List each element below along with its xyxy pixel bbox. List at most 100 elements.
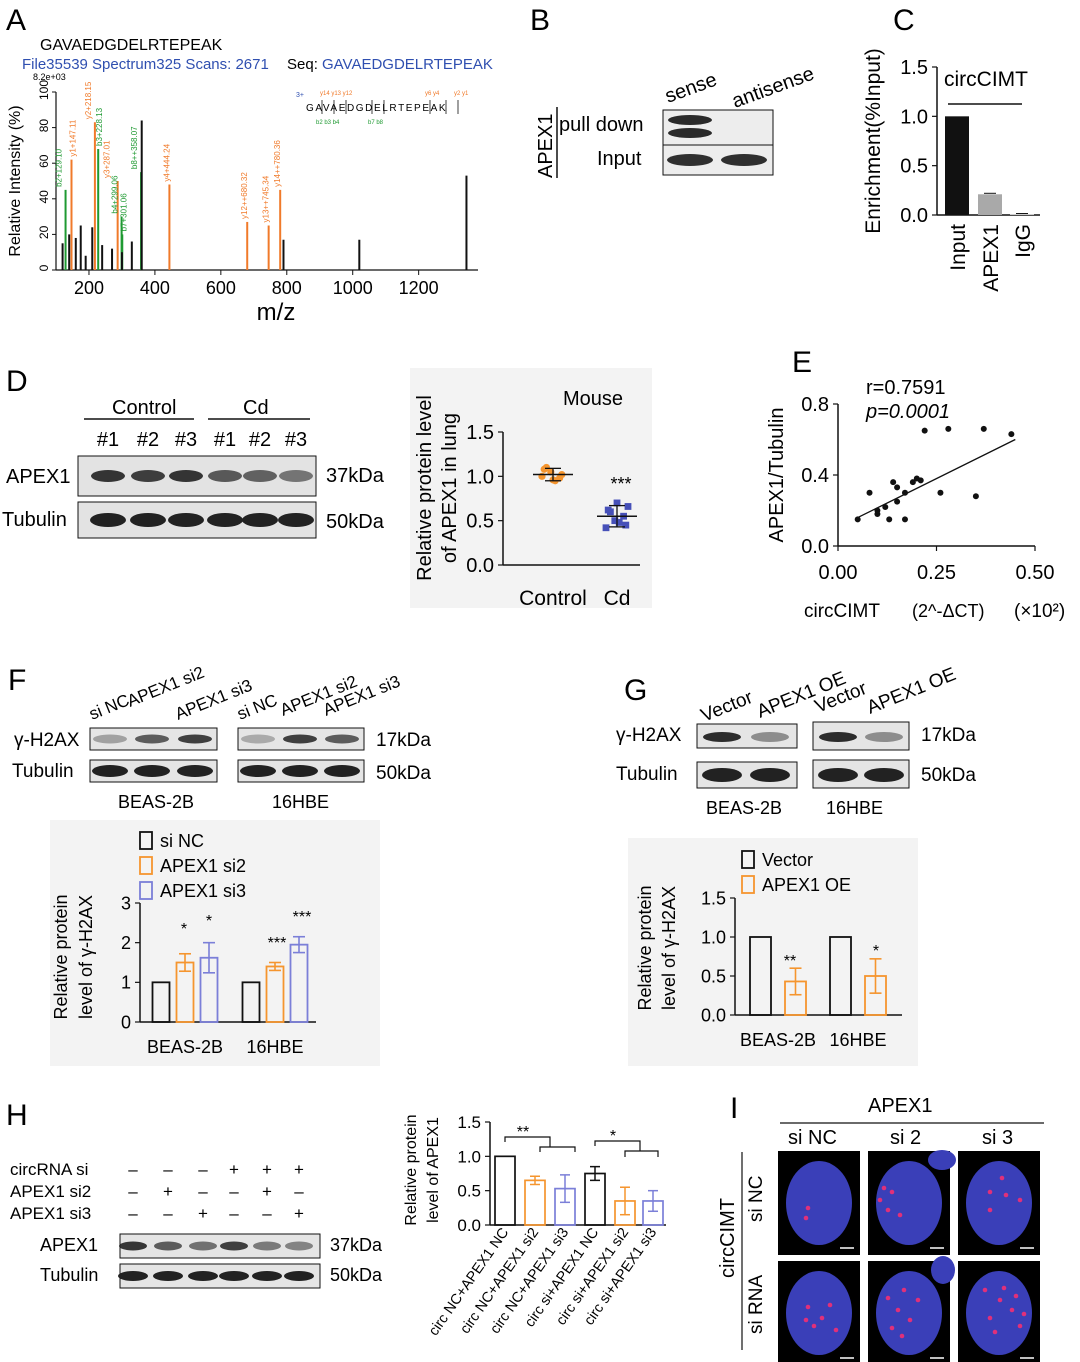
fragment-map-inset: 3+ y14 y13 y12 y6 y4 y2 y1 GAVAEDGDELRTE…	[296, 91, 469, 126]
column-label-sense: sense	[662, 69, 720, 108]
col-label-si2: si 2	[890, 1127, 921, 1149]
panel-letter-g: G	[624, 674, 647, 707]
lane-labels-d: #1 #2 #3 #1 #2 #3	[97, 429, 307, 451]
enrichment-chart: 0.0 0.5 1.0 1.5 Enrichment(%Input) Input APEX1…	[862, 48, 1040, 292]
significance-stars: ***	[268, 935, 287, 952]
y-tick-label: 0.5	[701, 966, 726, 986]
bar-igg	[1010, 214, 1034, 216]
nuclear-focus	[833, 1327, 839, 1333]
bands-f	[92, 734, 360, 777]
band-gh2ax	[241, 734, 275, 744]
nuclear-focus	[982, 1287, 988, 1293]
apex1-combination-chart: 0.0 0.5 1.0 1.5 Relative protein level of APE…	[403, 1113, 666, 1339]
treatment-sign: –	[294, 1182, 304, 1201]
treatment-sign: –	[229, 1182, 239, 1201]
band-gh2ax	[178, 734, 212, 744]
adjacent-nucleus	[931, 1256, 955, 1284]
band-gh2ax	[93, 734, 127, 744]
nuclear-focus	[895, 1307, 901, 1313]
panel-i-title: APEX1	[868, 1095, 932, 1117]
nuclear-focus	[987, 1189, 993, 1195]
band-tubulin	[242, 513, 278, 527]
treatment-sign: +	[198, 1204, 208, 1223]
x-tick-label: 0.00	[819, 562, 858, 584]
y-tick-label: 0.0	[466, 555, 494, 577]
peptide-sequence: GAVAEDGDELRTEPEAK	[40, 37, 223, 54]
legend-label: APEX1 OE	[762, 875, 851, 895]
nuclear-focus	[885, 1295, 891, 1301]
data-point-cd	[624, 503, 632, 510]
y-tick-label: 1.5	[457, 1113, 481, 1132]
nuclear-focus	[889, 1325, 895, 1331]
y-tick-label: 0	[121, 1012, 131, 1032]
nuclear-focus	[907, 1317, 913, 1323]
y-tick-label: 1.5	[701, 888, 726, 908]
band-apex1	[91, 470, 125, 482]
nuclear-focus	[881, 1185, 887, 1191]
y-tick-label: 1.0	[701, 927, 726, 947]
nuclear-focus	[877, 1197, 883, 1203]
x-tick-label: 0.50	[1016, 562, 1055, 584]
series-label-circcimt: circCIMT	[944, 68, 1028, 91]
inset-fragment-ticks	[321, 100, 459, 114]
nuclear-focus	[811, 1323, 817, 1329]
inset-y-ions-a: y14 y13 y12	[320, 91, 353, 97]
peak-annotation: b8++358.07	[130, 126, 139, 169]
x-tick-label: 800	[272, 278, 302, 298]
y-tick-label: 3	[121, 893, 131, 913]
band-apex1	[131, 470, 165, 482]
nucleus	[876, 1161, 942, 1245]
y-tick-label: 0.5	[466, 511, 494, 533]
gh2ax-knockdown-chart: 0 1 2 3 BEAS-2B 16HBE si NC APEX1 si2 APEX1 si3 R…	[51, 831, 316, 1057]
significance-stars: **	[784, 953, 796, 970]
data-point	[980, 425, 987, 432]
x-tick-label: 16HBE	[829, 1030, 886, 1050]
nuclear-focus	[803, 1317, 809, 1323]
correlation-p: p=0.0001	[865, 401, 950, 423]
data-point	[972, 493, 979, 500]
legend-label: si NC	[160, 831, 204, 851]
bar-input	[945, 116, 969, 215]
treatment-sign: +	[229, 1160, 239, 1179]
intensity-scale-note: 8.2e+03	[33, 72, 66, 82]
y-tick-label: 0.8	[801, 394, 829, 416]
bar-group-3	[584, 1172, 606, 1226]
inset-b-ions-b: b7 b8	[368, 120, 384, 126]
blot-pulldown	[662, 109, 774, 146]
panel-i: I APEX1 si NC si 2 si 3 circCIMT si NC s…	[717, 1092, 1044, 1362]
x-tick-label: Cd	[604, 587, 631, 610]
seq-value: GAVAEDGDELRTEPEAK	[322, 56, 493, 73]
band-gh2ax	[751, 732, 789, 742]
protein-label-apex1: APEX1	[535, 114, 557, 178]
y-axis-label: Relative Intensity (%)	[7, 105, 24, 256]
x-multiplier: (×10²)	[1014, 601, 1065, 622]
kda-gh2ax-g: 17kDa	[921, 725, 976, 746]
lane-label: #1	[97, 429, 119, 451]
x-tick-label: IgG	[1012, 224, 1035, 258]
chart-bg-g	[628, 838, 918, 1066]
peak-annotation: b3+228.13	[95, 107, 104, 146]
lane-label: #2	[249, 429, 271, 451]
inset-sequence: GAVAEDGDELRTEPEAK	[306, 103, 447, 114]
row-label-sirna: si RNA	[746, 1275, 767, 1334]
cell-label-f-left: BEAS-2B	[118, 792, 194, 812]
nucleus	[966, 1161, 1032, 1245]
kda-apex1-h: 37kDa	[330, 1235, 383, 1255]
y-axis-label: Relative protein	[51, 894, 71, 1019]
band-apex1	[154, 1241, 182, 1251]
data-point-cd	[615, 519, 623, 526]
data-point	[886, 516, 893, 523]
kda-gh2ax-f: 17kDa	[376, 730, 431, 751]
adjacent-nucleus	[928, 1150, 956, 1170]
x-tick-label: Input	[947, 224, 970, 271]
significance-stars: *	[181, 921, 187, 938]
kda-tubulin-h: 50kDa	[330, 1265, 383, 1285]
legend-label: APEX1 si3	[160, 881, 246, 901]
peak-annotation: y13++745.34	[262, 175, 271, 222]
panel-letter-c: C	[893, 4, 915, 37]
lane-label: #3	[175, 429, 197, 451]
data-point	[917, 477, 924, 484]
band-apex1	[169, 470, 203, 482]
y-tick-label: 0.5	[900, 156, 928, 178]
